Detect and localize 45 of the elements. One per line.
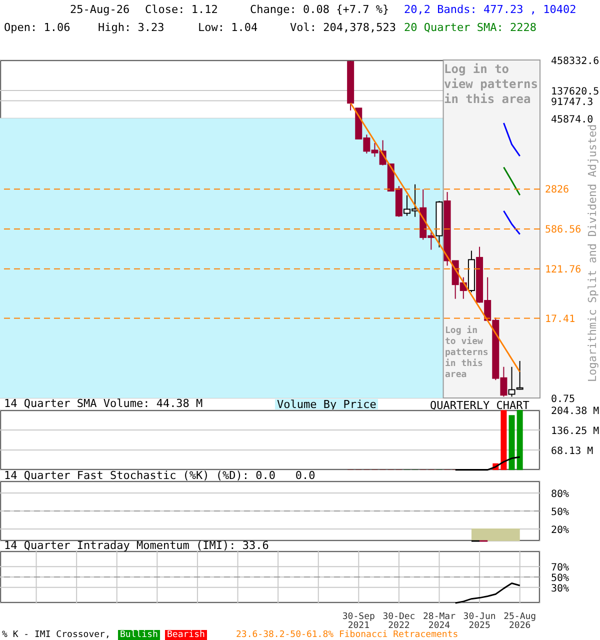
chart-title: 14 Quarter Fast Stochastic (%K) (%D): 0.0 0.0 [4, 469, 316, 482]
x-tick-label: 28-Mar 2024 [422, 612, 456, 631]
text: Low: 1.04 [198, 21, 258, 34]
text: Change: 0.08 {+7.7 %} [250, 3, 390, 16]
y-tick-label: 50% [551, 507, 570, 518]
y-tick-label: 204.38 M [551, 406, 600, 417]
text: Bearish [165, 630, 207, 640]
text: Bullish [118, 630, 160, 640]
y-tick-label: 458332.6 [551, 56, 600, 67]
ref-line-label: 586.56 [545, 224, 582, 236]
y-tick-label: 0.75 [551, 394, 576, 405]
text: Close: 1.12 [145, 3, 218, 16]
annotation: Log in to view patterns in this area [444, 62, 539, 107]
y-tick-label: 50% [551, 573, 570, 584]
x-tick-label: 30-Jun 2025 [463, 612, 496, 631]
x-tick-label: 25-Aug 2026 [504, 612, 536, 631]
text: Split and Dividend Adjusted [586, 124, 599, 304]
x-tick-label: 30-Sep 2021 [342, 612, 375, 631]
annotation: Log in to view patterns in this area [445, 326, 490, 381]
y-tick-label: 70% [551, 562, 570, 574]
text: High: 3.23 [98, 21, 164, 34]
y-tick-label: 91747.3 [551, 96, 594, 108]
ref-line-label: 17.41 [545, 314, 576, 325]
text: Logarithmic [586, 308, 599, 384]
y-tick-label: 30% [551, 583, 570, 594]
y-tick-label: 80% [551, 489, 570, 500]
chart-title: 14 Quarter SMA Volume: 44.38 M [4, 397, 203, 410]
text: Vol: 204,378,523 [290, 21, 396, 34]
ref-line-label: 121.76 [545, 264, 582, 276]
band-label: Volume By Price [275, 398, 378, 411]
text: 25-Aug-26 [70, 3, 130, 16]
y-tick-label: 45874.0 [551, 114, 594, 126]
chart-title: 14 Quarter Intraday Momentum (IMI): 33.6 [4, 539, 269, 552]
text: 20,2 Bands: 477.23 , 10402 [404, 3, 576, 16]
ref-line-label: 2826 [545, 184, 570, 196]
y-tick-label: 136.25 M [551, 426, 600, 437]
annotation: QUARTERLY CHART [430, 399, 530, 412]
y-tick-label: 137620.5 [551, 86, 600, 98]
text: 23.6-38.2-50-61.8% Fibonacci Retracements [236, 630, 458, 640]
x-tick-label: 30-Dec 2022 [382, 612, 416, 631]
text: Open: 1.06 [4, 21, 70, 34]
text: 20 Quarter SMA: 2228 [404, 21, 536, 34]
text: % K - IMI Crossover, [2, 630, 110, 640]
y-tick-label: 68.13 M [551, 446, 594, 457]
y-tick-label: 20% [551, 525, 570, 536]
